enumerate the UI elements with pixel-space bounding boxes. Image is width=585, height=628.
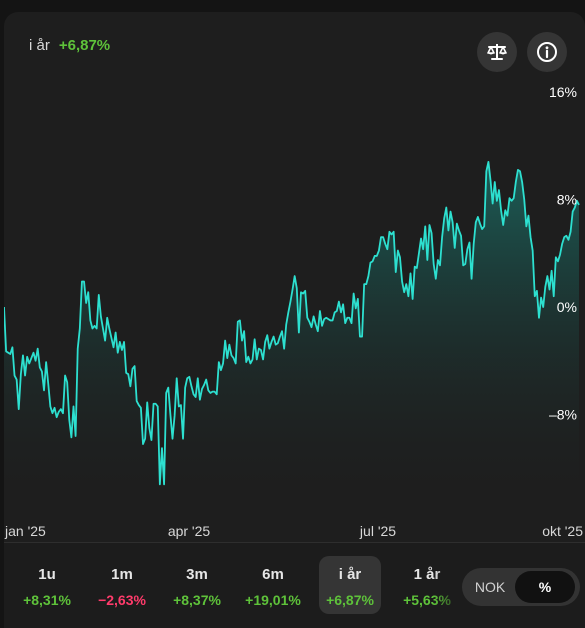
period-label: 1 år <box>413 566 441 583</box>
period-label: 6m <box>262 566 284 583</box>
period-label: i år <box>338 566 362 583</box>
period-label: 1u <box>38 566 56 583</box>
period-change: +6,87% <box>326 592 374 608</box>
x-tick-label: jan '25 <box>4 523 46 539</box>
performance-chart[interactable]: 16% 8% 0% –8% jan '25 apr '25 jul '25 okt '25 <box>4 82 585 547</box>
performance-card: i år +6,87% <box>4 12 585 628</box>
performance-header: i år +6,87% <box>29 37 110 54</box>
y-tick-label: –8% <box>549 407 577 423</box>
y-tick-label: 16% <box>549 84 577 100</box>
chart-area-fill <box>4 161 579 512</box>
period-change: −2,63% <box>98 592 146 608</box>
period-button[interactable]: 3m +8,37% <box>166 556 228 614</box>
period-button[interactable]: 1m −2,63% <box>91 556 153 614</box>
y-tick-label: 0% <box>557 299 577 315</box>
info-button[interactable] <box>527 32 567 72</box>
period-button[interactable]: 1u +8,31% <box>16 556 78 614</box>
period-label: 3m <box>186 566 208 583</box>
selected-period-change: +6,87% <box>58 37 111 54</box>
period-button[interactable]: 6m +19,01% <box>242 556 304 614</box>
x-tick-label: apr '25 <box>168 523 211 539</box>
selected-period-label: i år <box>29 37 50 54</box>
compare-button[interactable] <box>477 32 517 72</box>
period-change: +8,37% <box>173 592 221 608</box>
y-tick-label: 8% <box>557 192 577 208</box>
x-tick-label: okt '25 <box>542 523 583 539</box>
period-selector: 1u +8,31% 1m −2,63% 3m +8,37% 6m +19,01% i år +6,… <box>4 542 585 628</box>
info-icon <box>537 42 557 62</box>
period-button[interactable]: i år +6,87% <box>319 556 381 614</box>
chart-series-line <box>4 160 580 486</box>
period-label: 1m <box>111 566 133 583</box>
toggle-option-nok[interactable]: NOK <box>474 579 506 595</box>
period-change: +19,01% <box>245 592 301 608</box>
period-change: +8,31% <box>23 592 71 608</box>
scroll-fade <box>434 543 464 628</box>
scales-icon <box>487 44 507 60</box>
toggle-option-percent[interactable]: % <box>515 571 575 603</box>
x-tick-label: jul '25 <box>359 523 396 539</box>
unit-toggle[interactable]: NOK% <box>462 568 580 606</box>
